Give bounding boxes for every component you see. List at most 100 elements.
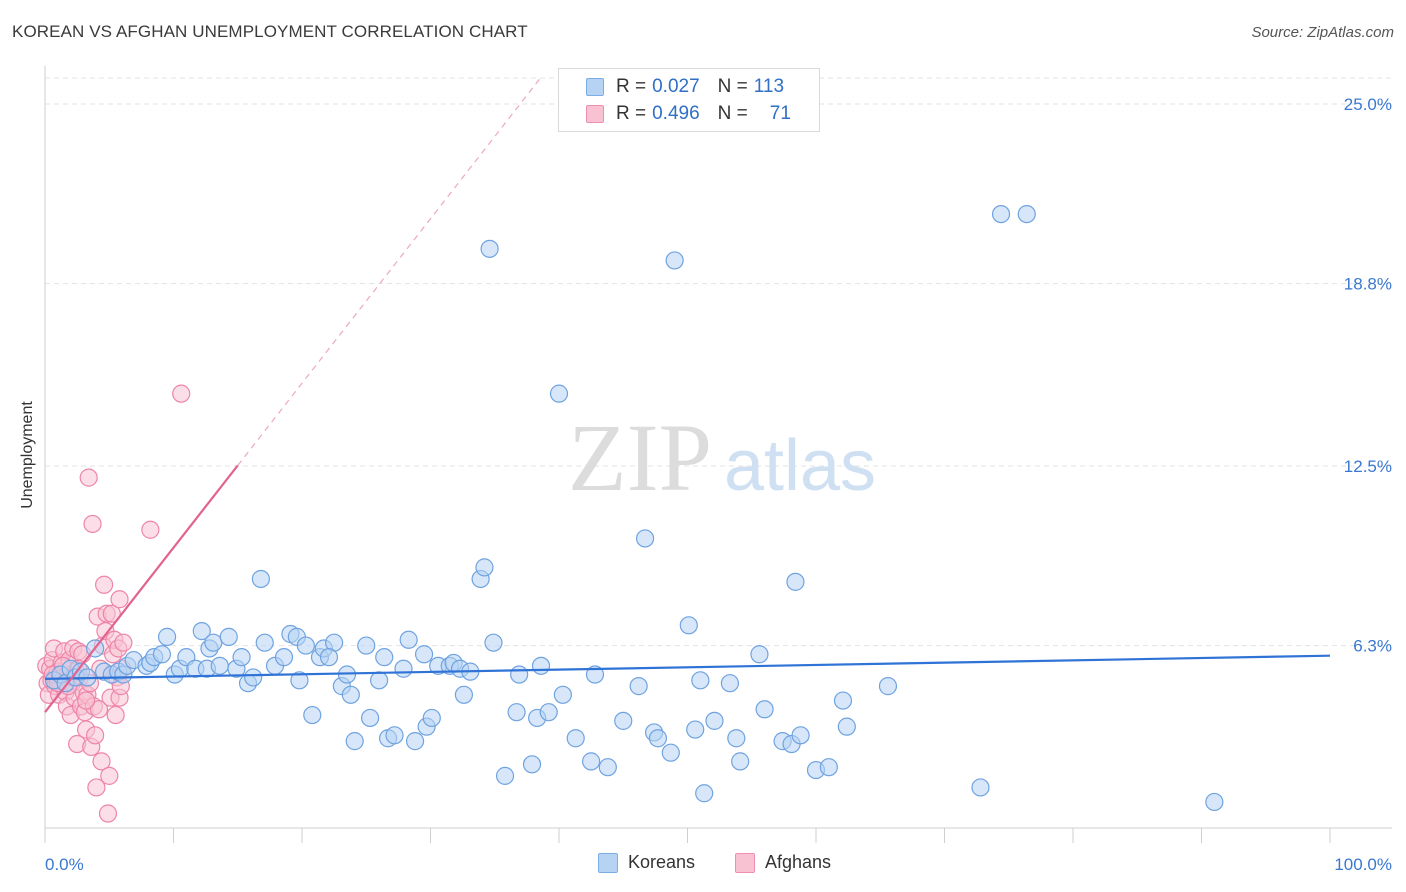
afghan-point [79,468,98,487]
legend-row-afghans: R = 0.496 N = 71 [559,102,791,126]
korean-point [475,558,494,577]
korean-point [255,633,274,652]
korean-point [399,630,418,649]
korean-point [192,621,211,641]
korean-point [755,700,774,719]
afghan-point [110,590,129,609]
afghan-point [77,691,96,710]
korean-point [819,758,838,777]
korean-point [727,729,746,748]
korean-point [665,251,684,270]
korean-point [614,711,633,730]
korean-point [210,656,229,675]
watermark-zip: ZIP [568,404,712,511]
korean-point [405,732,425,751]
afghan-point [100,766,119,785]
korean-point [480,239,499,258]
legend-row-koreans: R = 0.027 N = 113 [559,75,784,99]
korean-point [251,569,270,589]
korean-point [361,708,380,728]
stats-legend: R = 0.027 N = 113 R = 0.496 N = 71 [558,68,820,132]
korean-point [204,633,223,652]
korean-point [507,703,526,722]
korean-trend-line [44,654,1331,680]
afghan-point [106,705,125,725]
trend-lines [44,77,1331,713]
korean-point [303,705,322,725]
korean-point [833,691,853,710]
afghan-point [114,633,133,652]
bottom-legend-afghans: Afghans [735,852,831,873]
korean-point [341,685,360,704]
afghan-point [87,778,106,797]
korean-point [750,645,769,664]
korean-points [44,205,1224,812]
korean-point [679,616,698,635]
korean-point [705,711,724,730]
korean-legend-swatch [598,852,618,873]
afghan-point [172,384,191,403]
korean-point [274,648,294,667]
korean-point [878,677,898,696]
korean-point [786,572,805,591]
korean-point [635,529,655,548]
korean-point [375,648,394,667]
korean-point [522,755,542,774]
afghan-point [102,604,121,623]
r-label: R = [616,76,647,97]
afghan-legend-swatch [735,852,755,873]
korean-point [731,752,750,771]
afghan-trend-extension [237,77,541,466]
korean-point [549,384,569,403]
korean-point [454,685,474,704]
korean-point [394,659,413,678]
afghan-point [141,520,160,539]
n-label: N = [717,76,748,97]
korean-point [484,633,503,652]
n-value: 71 [769,103,791,124]
korean-point [791,726,810,745]
korean-point [495,766,515,785]
korean-point [585,665,605,684]
korean-point [629,677,648,696]
r-value: 0.496 [652,103,700,124]
korean-point [695,784,714,803]
korean-point [598,758,617,777]
korean-legend-label: Koreans [628,852,696,872]
afghan-point [89,700,109,719]
korean-point [152,645,172,664]
r-value: 0.027 [652,76,700,97]
korean-point [566,729,585,748]
n-value: 113 [753,76,785,97]
korean-point [296,636,315,655]
n-label: N = [717,103,748,124]
afghan-point [83,514,102,534]
korean-point [414,645,434,664]
korean-point [1017,205,1036,224]
x-tick-label-min: 0.0% [45,855,84,874]
y-tick-label: 6.3% [1353,637,1392,656]
korean-point [510,665,529,684]
afghan-legend-label: Afghans [765,852,832,872]
afghan-point [92,752,111,771]
korean-point [232,648,251,667]
chart-title: KOREAN VS AFGHAN UNEMPLOYMENT CORRELATIO… [12,22,528,41]
korean-point [991,205,1011,224]
korean-point [691,671,710,690]
korean-point [157,627,177,646]
source-label: Source: ZipAtlas.com [1251,24,1394,41]
gridlines [45,77,1392,647]
watermark: ZIP atlas [568,404,876,511]
korean-point [553,685,572,704]
y-axis-label: Unemployment [19,401,36,509]
bottom-legend-koreans: Koreans [598,852,695,873]
korean-point [357,636,376,655]
korean-point [661,743,680,762]
korean-point [531,656,551,675]
korean-point [219,627,238,646]
korean-point [971,778,990,797]
korean-point [422,708,441,728]
korean-point [290,671,309,690]
afghan-point [98,804,118,823]
y-tick-label: 12.5% [1344,457,1392,476]
